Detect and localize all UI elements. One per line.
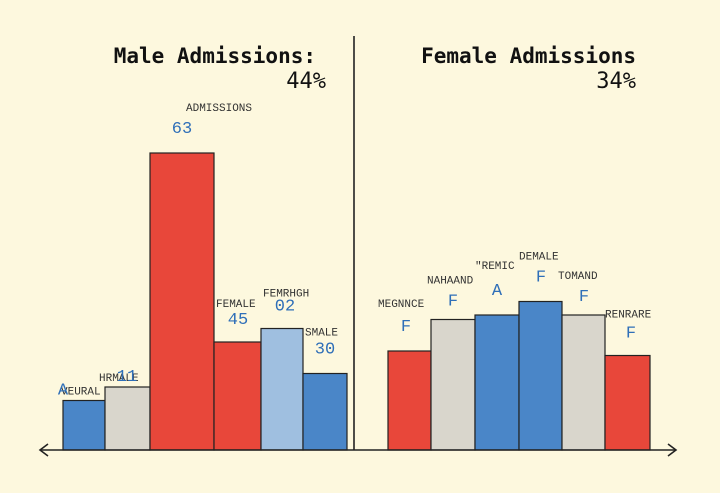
value-label: A: [58, 382, 69, 401]
bar-male-5: [260, 327, 304, 451]
male-panel-title: Male Admissions:: [114, 44, 316, 68]
value-label: F: [626, 325, 636, 344]
bar-male-6: [302, 372, 348, 451]
value-label: F: [536, 269, 546, 288]
female-panel-title: Female Admissions: [421, 44, 636, 68]
bar-male-1: [62, 399, 106, 451]
category-label: FEMALE: [216, 299, 256, 311]
value-label: 30: [315, 341, 335, 360]
x-axis: [38, 443, 678, 457]
bar-female-2: [430, 318, 476, 451]
category-label: RENRARE: [605, 310, 652, 322]
x-axis-left-arrow: [38, 443, 49, 457]
bar-male-4: [213, 341, 262, 451]
value-label: F: [401, 318, 411, 337]
value-label: F: [579, 288, 589, 307]
value-label: 02: [275, 298, 295, 317]
category-label: HRMALE: [99, 373, 139, 385]
x-axis-right-arrow: [667, 443, 678, 457]
category-label: MEGNNCE: [378, 299, 425, 311]
category-label: FEMRHGH: [263, 289, 309, 301]
bar-male-2: [104, 386, 151, 451]
category-label: DEMALE: [519, 252, 559, 264]
value-label: F: [448, 293, 458, 312]
female-panel-percent: 34%: [596, 69, 636, 94]
category-label: TOMAND: [558, 271, 598, 283]
category-label: VEURAL: [61, 387, 101, 399]
female-bars: MEGNNCE F NAHAAND F "REMIC A DEMALE F TOMAND F REN…: [378, 252, 652, 451]
bar-female-4: [518, 300, 563, 451]
value-label: 11: [117, 368, 137, 387]
bar-male-3: [149, 152, 215, 451]
category-label: "REMIC: [475, 261, 515, 273]
category-label: NAHAAND: [427, 276, 474, 288]
female-admissions-panel: Female Admissions 34% MEGNNCE F NAHAAND F "R…: [378, 44, 652, 451]
value-label: A: [492, 282, 503, 301]
value-label: 45: [228, 311, 248, 330]
bar-female-3: [474, 314, 520, 451]
value-label: 63: [172, 120, 192, 139]
category-label: SMALE: [305, 328, 338, 340]
bar-female-6: [604, 354, 651, 451]
bar-female-1: [387, 350, 432, 451]
bar-female-5: [561, 314, 606, 451]
category-label: ADMISSIONS: [186, 103, 252, 115]
male-panel-percent: 44%: [286, 69, 326, 94]
